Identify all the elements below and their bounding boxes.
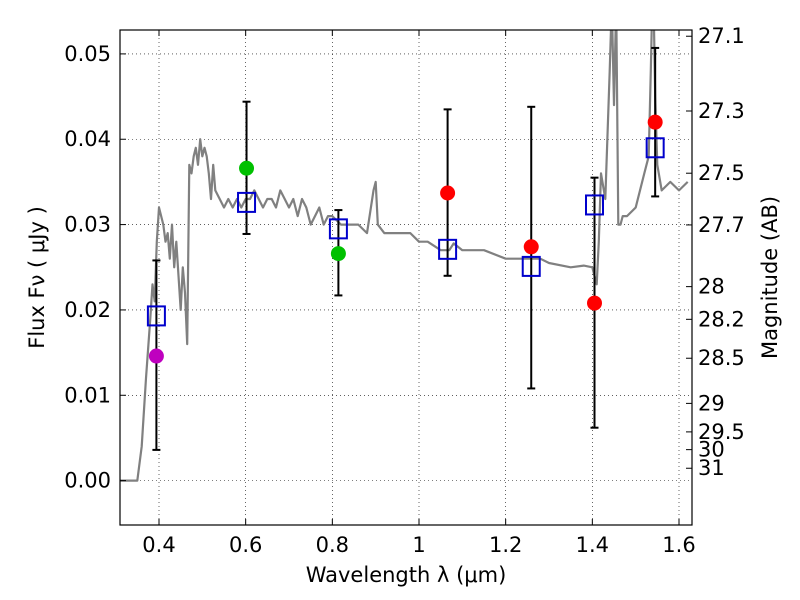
model-point bbox=[585, 194, 604, 216]
mag-tick-label: 27.7 bbox=[698, 213, 745, 237]
mag-tick-label: 28.5 bbox=[698, 346, 745, 370]
y-tick-label: 0.00 bbox=[64, 469, 111, 493]
spectrum-line bbox=[120, 30, 689, 482]
mag-tick-label: 28.2 bbox=[698, 307, 745, 331]
data-point bbox=[239, 160, 255, 176]
mag-tick-label: 27.1 bbox=[698, 24, 745, 48]
data-point bbox=[440, 185, 456, 201]
y-tick-label: 0.01 bbox=[64, 383, 111, 407]
model-photometry-points bbox=[146, 137, 665, 327]
x-tick-label: 0.8 bbox=[316, 533, 349, 557]
data-point bbox=[523, 239, 539, 255]
model-point bbox=[237, 191, 257, 213]
y-tick-label: 0.04 bbox=[64, 127, 111, 151]
model-point bbox=[146, 305, 166, 327]
axis-ticks bbox=[120, 30, 692, 525]
model-spectrum bbox=[120, 30, 689, 482]
data-point bbox=[330, 246, 346, 262]
model-point bbox=[328, 218, 348, 240]
mag-tick-label: 27.3 bbox=[698, 99, 745, 123]
model-point bbox=[645, 137, 665, 159]
x-axis-label: Wavelength λ (μm) bbox=[306, 563, 507, 587]
tick-labels: 0.4 0.6 0.8 1 1.2 1.4 1.6 0.00 0.01 0.02 0.03 0.04 0… bbox=[64, 24, 745, 557]
y-tick-label: 0.05 bbox=[64, 42, 111, 66]
mag-tick-label: 27.5 bbox=[698, 161, 745, 185]
data-point bbox=[587, 295, 602, 311]
data-point bbox=[148, 348, 164, 364]
x-tick-label: 1.2 bbox=[489, 533, 522, 557]
mag-tick-label: 31 bbox=[698, 456, 725, 480]
model-point bbox=[521, 255, 541, 277]
plot-frame bbox=[119, 29, 693, 526]
x-tick-label: 0.4 bbox=[142, 533, 175, 557]
photometry-points bbox=[148, 114, 663, 364]
y-axis-label: Flux Fν ( μJy ) bbox=[25, 206, 49, 349]
mag-tick-label: 29.5 bbox=[698, 420, 745, 444]
x-tick-label: 1.6 bbox=[662, 533, 695, 557]
mag-tick-label: 28 bbox=[698, 275, 725, 299]
error-bars bbox=[152, 46, 660, 451]
mag-tick-label: 29 bbox=[698, 391, 725, 415]
data-point bbox=[647, 114, 663, 130]
y2-axis-label: Magnitude (AB) bbox=[758, 196, 782, 359]
x-tick-label: 0.6 bbox=[229, 533, 262, 557]
x-tick-label: 1 bbox=[412, 533, 425, 557]
y-tick-label: 0.03 bbox=[64, 213, 111, 237]
model-point bbox=[438, 238, 458, 260]
x-tick-label: 1.4 bbox=[576, 533, 609, 557]
mag-tick-label: 30 bbox=[698, 438, 725, 462]
grid bbox=[120, 30, 692, 525]
y-tick-label: 0.02 bbox=[64, 298, 111, 322]
